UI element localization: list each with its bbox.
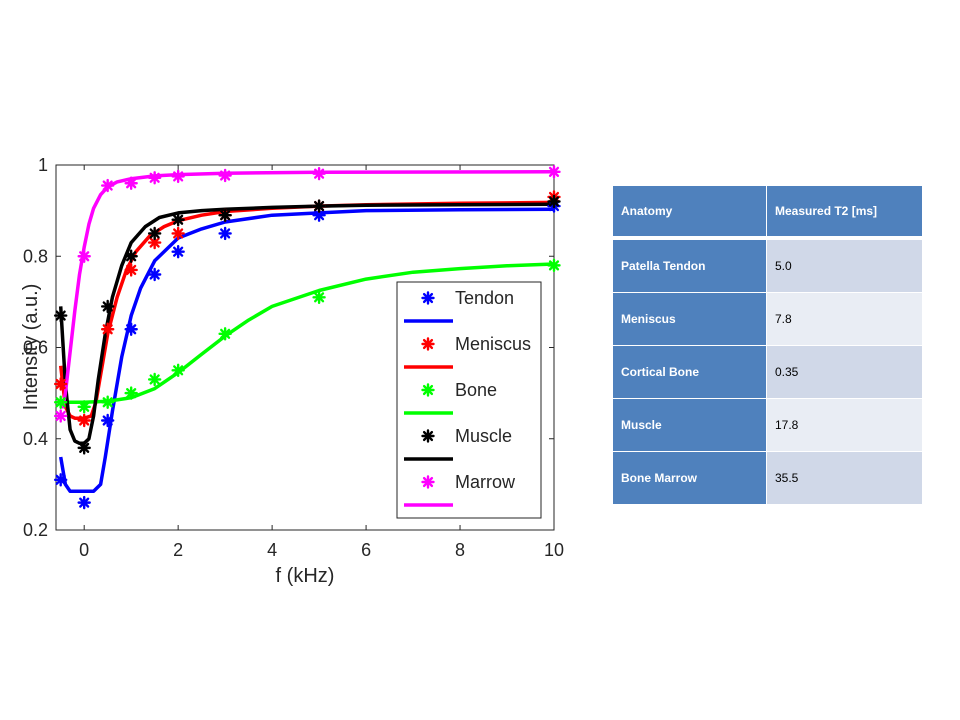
table-row: Meniscus 7.8 <box>613 292 922 345</box>
muscle-fit-line <box>58 202 555 446</box>
meniscus-data-point <box>171 226 185 241</box>
muscle-data-point <box>218 208 232 222</box>
t2-value-cell: 0.35 <box>767 345 922 398</box>
bone-data-point <box>218 327 232 341</box>
bone-data-point <box>547 258 561 273</box>
tendon-data-point <box>312 208 326 222</box>
y-tick-label: 0.6 <box>23 338 48 358</box>
meniscus-data-point <box>53 377 68 391</box>
y-axis-label: Intensity (a.u.) <box>20 284 42 411</box>
chart-legend: Tendon Meniscus Bone Muscle Marrow <box>396 281 542 519</box>
meniscus-legend-label: Meniscus <box>455 334 531 354</box>
tendon-data-point <box>171 244 185 259</box>
y-tick-label: 0.8 <box>23 246 48 266</box>
x-tick-label: 8 <box>455 540 465 560</box>
x-axis-label: f (kHz) <box>276 565 335 587</box>
anatomy-cell: Bone Marrow <box>613 451 767 504</box>
data-points <box>53 165 561 510</box>
tendon-data-point <box>124 322 138 336</box>
tendon-data-point <box>147 267 162 282</box>
muscle-data-point <box>53 308 68 323</box>
marrow-fit-line <box>60 170 555 409</box>
x-tick-label: 2 <box>173 540 183 560</box>
marrow-data-point <box>547 165 561 179</box>
muscle-data-point <box>547 194 561 209</box>
bone-data-point <box>77 400 91 414</box>
table-row: Bone Marrow 35.5 <box>613 451 922 504</box>
marrow-data-point <box>124 176 138 190</box>
table-header-row: Anatomy Measured T2 [ms] <box>613 186 922 239</box>
bone-data-point <box>312 290 326 305</box>
muscle-data-point <box>171 213 185 227</box>
anatomy-cell: Patella Tendon <box>613 239 767 292</box>
marrow-data-point <box>218 168 232 183</box>
meniscus-data-point <box>100 322 115 336</box>
muscle-legend-label: Muscle <box>455 426 512 446</box>
muscle-data-point <box>312 199 326 213</box>
marrow-data-point <box>77 249 91 263</box>
bone-data-point <box>53 395 68 409</box>
t2-value-cell: 5.0 <box>767 239 922 292</box>
anatomy-cell: Cortical Bone <box>613 345 767 398</box>
t2-value-cell: 17.8 <box>767 398 922 451</box>
meniscus-legend-marker <box>421 337 435 351</box>
muscle-legend-marker <box>421 429 435 443</box>
bone-data-point <box>124 386 138 400</box>
bone-legend-marker <box>421 383 435 397</box>
axis-ticks: 0 2 4 6 8 10 0.2 0.4 0.6 0.8 1 <box>23 155 564 560</box>
muscle-data-point <box>100 299 115 314</box>
t2-value-cell: 35.5 <box>767 451 922 504</box>
y-tick-label: 0.2 <box>23 520 48 540</box>
header-anatomy: Anatomy <box>613 186 767 239</box>
table-row: Patella Tendon 5.0 <box>613 239 922 292</box>
x-tick-label: 4 <box>267 540 277 560</box>
marrow-data-point <box>312 166 326 181</box>
meniscus-data-point <box>124 263 138 277</box>
t2-value-cell: 7.8 <box>767 292 922 345</box>
header-measured-t2: Measured T2 [ms] <box>767 186 922 239</box>
fit-curves <box>58 170 555 493</box>
t2-measurements-table: Anatomy Measured T2 [ms] Patella Tendon … <box>613 186 922 504</box>
bone-data-point <box>100 395 115 409</box>
tendon-legend-label: Tendon <box>455 288 514 308</box>
table-row: Cortical Bone 0.35 <box>613 345 922 398</box>
marrow-data-point <box>147 171 162 185</box>
x-tick-label: 6 <box>361 540 371 560</box>
table-row: Muscle 17.8 <box>613 398 922 451</box>
x-tick-label: 10 <box>544 540 564 560</box>
tendon-data-point <box>218 226 232 241</box>
marrow-data-point <box>53 409 68 423</box>
meniscus-data-point <box>77 413 91 428</box>
anatomy-cell: Meniscus <box>613 292 767 345</box>
y-tick-label: 1 <box>38 155 48 175</box>
bone-fit-line <box>60 262 555 405</box>
tendon-fit-line <box>58 207 555 493</box>
muscle-data-point <box>147 226 162 241</box>
tendon-data-point <box>100 413 115 428</box>
muscle-data-point <box>77 441 91 455</box>
bone-data-point <box>147 372 162 387</box>
muscle-data-point <box>124 249 138 263</box>
y-tick-label: 0.4 <box>23 429 48 449</box>
marrow-data-point <box>171 169 185 184</box>
x-tick-label: 0 <box>79 540 89 560</box>
marrow-legend-marker <box>421 475 435 489</box>
marrow-legend-label: Marrow <box>455 472 516 492</box>
marrow-data-point <box>100 178 115 193</box>
tendon-data-point <box>53 473 68 487</box>
tendon-data-point <box>77 495 91 510</box>
tendon-legend-marker <box>421 291 435 305</box>
anatomy-cell: Muscle <box>613 398 767 451</box>
bone-data-point <box>171 363 185 378</box>
bone-legend-label: Bone <box>455 380 497 400</box>
